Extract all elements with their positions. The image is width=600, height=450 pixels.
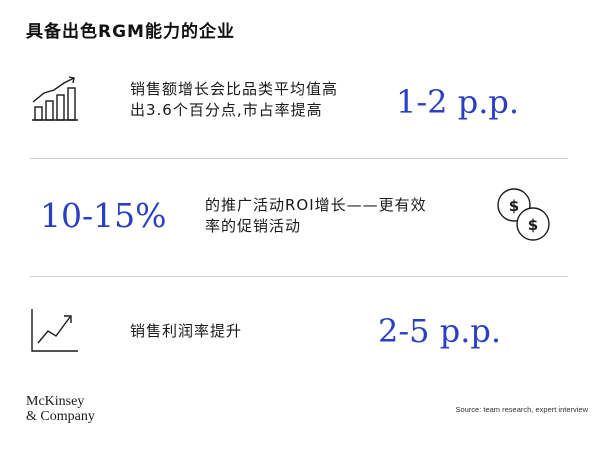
svg-text:$: $ xyxy=(528,216,538,234)
divider-2 xyxy=(30,276,568,277)
svg-text:$: $ xyxy=(509,197,519,215)
row1-description-line2: 出3.6个百分点,市占率提高 xyxy=(130,101,323,119)
divider-1 xyxy=(30,158,568,159)
row2-description-line2: 率的促销活动 xyxy=(205,217,302,235)
row2-description: 的推广活动ROI增长——更有效 率的促销活动 xyxy=(205,195,465,237)
source-note: Source: team research, expert interview xyxy=(455,405,588,414)
logo-line1: McKinsey xyxy=(26,394,85,409)
row3-metric: 2-5 p.p. xyxy=(378,312,502,350)
page-title: 具备出色RGM能力的企业 xyxy=(26,22,235,42)
row1-description-line1: 销售额增长会比品类平均值高 xyxy=(130,80,339,98)
row1-description: 销售额增长会比品类平均值高 出3.6个百分点,市占率提高 xyxy=(130,79,370,121)
row2-description-line1: 的推广活动ROI增长——更有效 xyxy=(205,196,427,214)
logo-line2: & Company xyxy=(26,409,95,424)
row1-metric: 1-2 p.p. xyxy=(396,83,520,121)
bar-chart-growth-icon xyxy=(30,74,80,122)
row3-description: 销售利润率提升 xyxy=(130,322,243,340)
row2-metric: 10-15% xyxy=(40,196,167,235)
dollar-coins-icon: $ $ xyxy=(494,186,556,242)
mckinsey-logo: McKinsey & Company xyxy=(26,394,95,424)
line-chart-growth-icon xyxy=(30,307,80,353)
